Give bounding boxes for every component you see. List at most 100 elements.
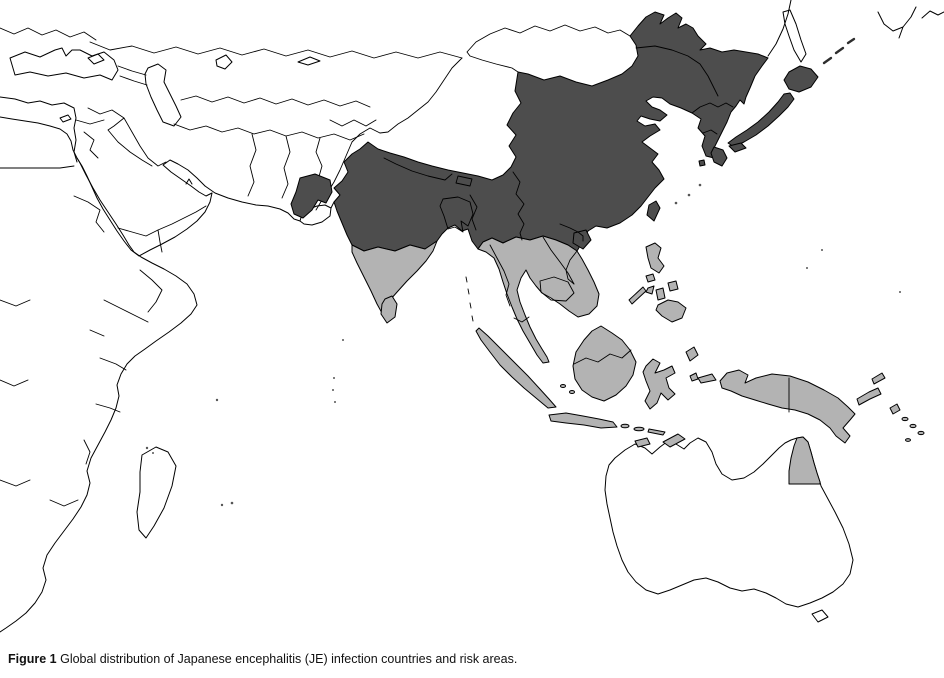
- reunion: [220, 503, 224, 507]
- kuril-islands: [822, 37, 856, 65]
- myanmar-thailand-border: [489, 244, 511, 307]
- madagascar-island: [136, 446, 177, 539]
- region-new-guinea: [719, 369, 856, 444]
- africa-east-coast: [0, 157, 198, 633]
- region-belitung: [569, 390, 575, 394]
- region-cape-york-australia: [788, 436, 821, 485]
- je-distribution-map: [0, 0, 944, 633]
- region-hokkaido-japan: [783, 65, 819, 93]
- bhutan-border: [455, 175, 473, 187]
- caucasus-borders: [117, 65, 148, 86]
- amur-russia-china-border: [635, 45, 719, 97]
- neutral-borders: [0, 24, 631, 507]
- region-new-ireland: [871, 372, 886, 385]
- region-timor: [662, 433, 686, 448]
- pacific-island-3: [899, 291, 901, 293]
- china-north-korea-border: [691, 102, 734, 114]
- region-new-britain: [856, 387, 882, 406]
- tasmania-island: [811, 609, 829, 623]
- qatar-bump: [185, 178, 193, 185]
- mongolia-outline: [466, 24, 631, 73]
- region-solomon-1: [901, 416, 909, 422]
- region-mindoro: [645, 273, 656, 283]
- caption-text: Global distribution of Japanese encephal…: [60, 652, 518, 666]
- region-shikoku-japan: [728, 142, 747, 153]
- africa-internal-borders: [0, 165, 163, 507]
- infection-regions: [290, 11, 856, 252]
- india-myanmar-border: [469, 194, 478, 231]
- region-sulawesi: [642, 358, 676, 410]
- region-panay: [645, 285, 655, 295]
- lakshadweep: [342, 339, 344, 341]
- pacific-island-2: [821, 249, 823, 251]
- region-bali: [620, 423, 630, 429]
- region-java: [548, 412, 618, 429]
- europe-top-borders: [0, 27, 97, 41]
- sakhalin-island: [782, 9, 807, 63]
- region-jeju: [698, 159, 706, 167]
- ryukyu-island-1: [698, 183, 702, 187]
- region-hainan: [572, 229, 592, 250]
- chukotka-coast: [921, 10, 944, 19]
- region-seram: [697, 373, 717, 384]
- central-asia-borders-1: [180, 95, 371, 108]
- comoros-1: [145, 446, 149, 450]
- region-mindanao: [655, 299, 687, 323]
- nepal-border: [383, 157, 453, 181]
- aral-sea: [215, 54, 233, 70]
- region-borneo: [572, 325, 637, 402]
- china-myanmar-border: [512, 171, 525, 241]
- maldives-3: [334, 401, 336, 403]
- azov-sea: [87, 53, 105, 65]
- region-taiwan: [646, 200, 661, 222]
- russia-kazakhstan-border: [89, 41, 463, 59]
- mauritius: [230, 501, 234, 505]
- ryukyu-island-3: [674, 201, 678, 205]
- korea-dmz-border: [702, 129, 718, 135]
- region-buru: [689, 372, 699, 382]
- region-negros: [655, 287, 666, 301]
- region-east-asia-mainland-dark: [333, 11, 769, 252]
- caption-label: Figure 1: [8, 652, 57, 666]
- laos-thailand-border: [542, 236, 575, 285]
- arabia-internal-borders: [117, 205, 207, 253]
- region-sumba: [634, 437, 651, 448]
- turkey-iran-iraq-borders: [75, 107, 167, 167]
- pacific-island-1: [806, 267, 808, 269]
- small-islands: [145, 249, 901, 507]
- region-bangka: [560, 384, 566, 388]
- kashmir-borders: [329, 119, 381, 143]
- map-canvas: [0, 0, 944, 633]
- australia-outline: [604, 436, 854, 608]
- figure-caption: Figure 1 Global distribution of Japanese…: [8, 652, 517, 666]
- cyprus-island: [59, 114, 72, 123]
- iran-afghanistan-border: [247, 133, 257, 197]
- region-halmahera: [685, 346, 699, 362]
- region-flores: [647, 428, 666, 436]
- region-sumatra: [475, 327, 557, 409]
- lake-balkhash: [297, 56, 321, 66]
- bangladesh-border: [439, 196, 474, 233]
- comoros-2: [152, 452, 154, 454]
- region-solomon-3: [917, 430, 925, 436]
- risk-regions: [351, 235, 925, 485]
- region-solomon-4: [905, 438, 911, 442]
- region-sindh-pakistan: [290, 173, 333, 219]
- china-vietnam-border: [559, 223, 584, 242]
- mediterranean-levant-coast: [0, 96, 78, 163]
- cambodia-border: [539, 276, 575, 302]
- thailand-malaysia-border: [513, 316, 530, 323]
- region-luzon-philippines: [645, 242, 665, 274]
- kazakhstan-china-border: [379, 57, 463, 134]
- malaysia-indonesia-borneo-border: [573, 349, 632, 365]
- laos-vietnam-border: [565, 250, 578, 285]
- black-sea: [9, 47, 119, 81]
- arabia-coast: [0, 116, 213, 257]
- region-bougainville: [889, 403, 901, 415]
- region-kyushu-japan: [710, 146, 728, 167]
- region-indochina: [477, 235, 600, 364]
- region-sri-lanka: [380, 295, 398, 324]
- maldives-1: [333, 377, 335, 379]
- makran-coast: [204, 185, 301, 222]
